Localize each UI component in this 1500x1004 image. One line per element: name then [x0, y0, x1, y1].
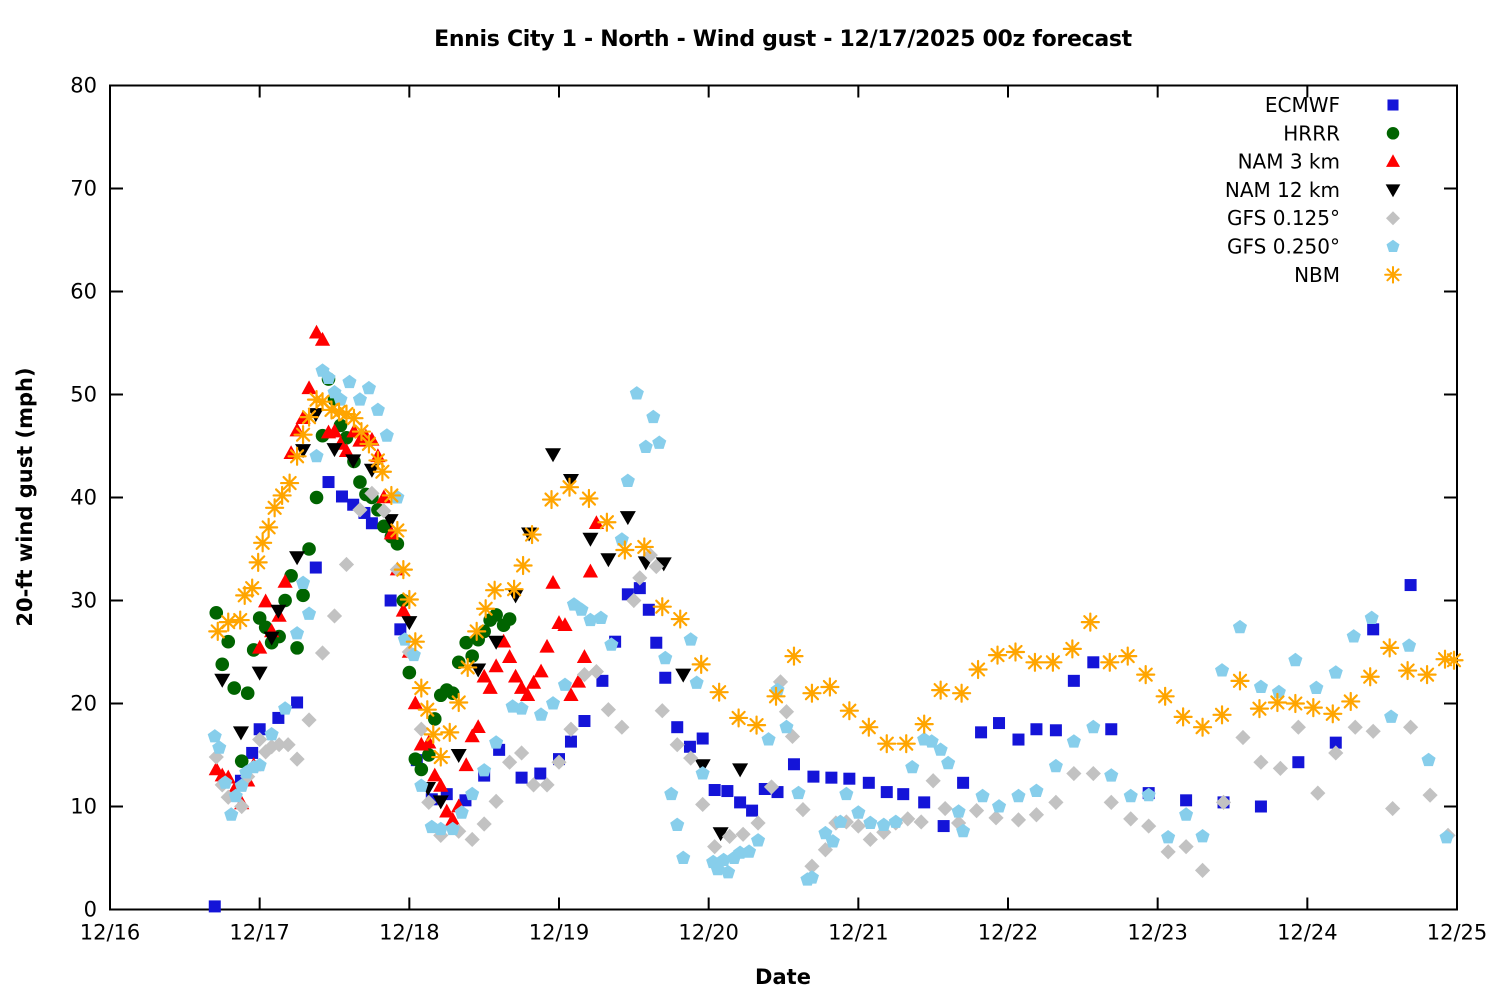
x-tick-label: 12/23 [1127, 921, 1188, 945]
x-axis-label: Date [755, 965, 811, 989]
legend-label: GFS 0.125° [1227, 206, 1340, 230]
x-tick-label: 12/20 [678, 921, 739, 945]
chart-title: Ennis City 1 - North - Wind gust - 12/17… [434, 27, 1133, 52]
legend-label: NAM 3 km [1238, 150, 1340, 174]
axes: 12/16 12/17 12/18 12/19 12/20 12/21 12/22 12/23… [70, 74, 1487, 945]
y-tick-label: 20 [70, 692, 97, 716]
legend-item-gfs-0-125-: GFS 0.125° [1227, 206, 1400, 230]
legend-item-hrrr: HRRR [1283, 121, 1400, 145]
legend-item-nam-12-km: NAM 12 km [1225, 178, 1401, 202]
legend-label: GFS 0.250° [1227, 235, 1340, 259]
data-points-layer [207, 324, 1464, 913]
x-tick-label: 12/19 [529, 921, 590, 945]
legend-item-ecmwf: ECMWF [1265, 93, 1399, 117]
y-tick-label: 80 [70, 74, 97, 98]
y-tick-label: 70 [70, 177, 97, 201]
legend-item-nbm: NBM [1294, 263, 1402, 287]
y-axis-label: 20-ft wind gust (mph) [13, 367, 37, 626]
x-tick-label: 12/22 [978, 921, 1039, 945]
legend-item-nam-3-km: NAM 3 km [1238, 150, 1400, 174]
legend-label: ECMWF [1265, 93, 1340, 117]
x-tick-label: 12/16 [80, 921, 141, 945]
x-tick-label: 12/18 [379, 921, 440, 945]
legend-label: NAM 12 km [1225, 178, 1340, 202]
legend-label: NBM [1294, 263, 1340, 287]
x-tick-label: 12/21 [828, 921, 889, 945]
legend-item-gfs-0-250-: GFS 0.250° [1227, 235, 1400, 259]
x-tick-label: 12/25 [1427, 921, 1488, 945]
legend: ECMWF HRRR NAM 3 km NAM 12 km GFS 0.125° GFS … [1225, 93, 1402, 287]
x-tick-label: 12/24 [1277, 921, 1338, 945]
y-tick-label: 40 [70, 486, 97, 510]
y-tick-label: 60 [70, 280, 97, 304]
series-nbm [208, 390, 1464, 767]
series-gfs-0-125- [208, 485, 1456, 878]
y-tick-label: 30 [70, 589, 97, 613]
x-tick-label: 12/17 [229, 921, 290, 945]
y-tick-label: 50 [70, 383, 97, 407]
y-tick-label: 10 [70, 795, 97, 819]
legend-label: HRRR [1283, 121, 1340, 145]
y-tick-label: 0 [84, 898, 97, 922]
